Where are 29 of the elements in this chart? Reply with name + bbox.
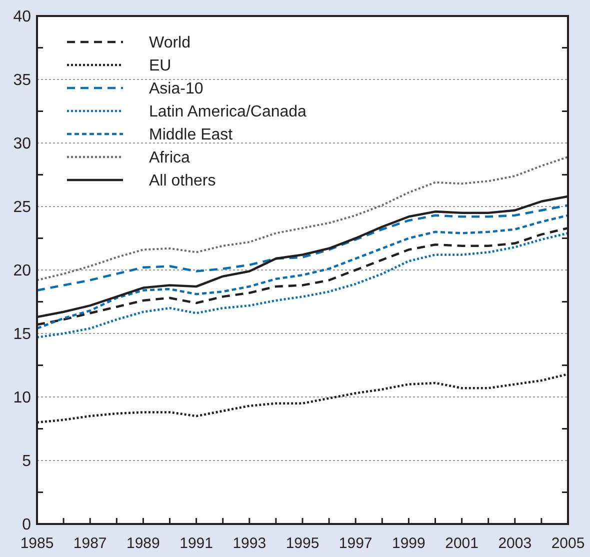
legend-label: EU — [149, 58, 172, 75]
legend-label: Latin America/Canada — [149, 104, 307, 121]
x-tick-label: 1999 — [392, 535, 426, 552]
legend-label: World — [149, 34, 190, 52]
x-tick-label: 2001 — [445, 535, 478, 552]
x-tick-label: 1993 — [232, 535, 266, 552]
x-tick-label: 1989 — [126, 535, 160, 552]
line-series — [36, 204, 570, 292]
y-tick-label: 20 — [13, 262, 32, 280]
x-tick-label: 1987 — [73, 535, 107, 552]
line-series — [36, 232, 570, 338]
y-tick-label: 30 — [13, 136, 32, 153]
x-tick-label: 1985 — [20, 535, 54, 552]
y-tick-label: 10 — [13, 390, 32, 407]
legend-label: Asia-10 — [149, 80, 204, 98]
legend-label: All others — [149, 172, 216, 190]
y-tick-label: 15 — [13, 326, 32, 344]
y-tick-label: 0 — [22, 516, 32, 534]
x-tick-label: 2005 — [551, 535, 585, 552]
y-tick-label: 35 — [13, 72, 32, 90]
x-tick-label: 1995 — [286, 535, 320, 552]
legend-label: Africa — [149, 150, 190, 167]
y-tick-label: 5 — [22, 453, 32, 470]
x-tick-label: 2003 — [498, 535, 532, 552]
y-tick-label: 40 — [13, 8, 32, 26]
x-tick-label: 1991 — [180, 535, 213, 552]
x-tick-label: 1997 — [338, 535, 372, 552]
legend-label: Middle East — [149, 126, 234, 144]
y-tick-label: 25 — [13, 199, 32, 216]
